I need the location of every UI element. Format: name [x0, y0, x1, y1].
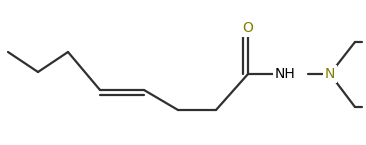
Text: NH: NH — [274, 67, 295, 81]
Text: O: O — [243, 21, 253, 35]
Text: N: N — [325, 67, 335, 81]
